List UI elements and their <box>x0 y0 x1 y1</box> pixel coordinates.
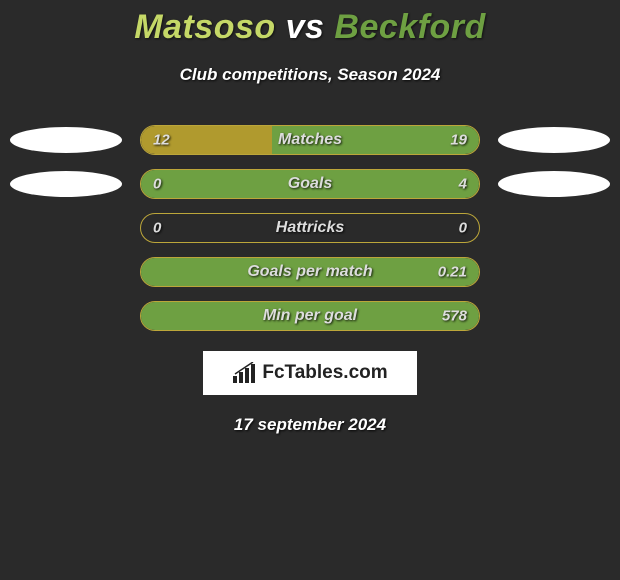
logo-text: FcTables.com <box>262 362 387 384</box>
player1-ellipse-icon <box>10 127 122 153</box>
player2-ellipse-icon <box>498 127 610 153</box>
vs-text: vs <box>286 8 325 46</box>
comparison-infographic: Matsoso vs Beckford Club competitions, S… <box>0 0 620 435</box>
spacer <box>10 259 122 285</box>
spacer <box>10 215 122 241</box>
stat-label: Min per goal <box>263 307 357 325</box>
player1-ellipse-icon <box>10 171 122 197</box>
spacer <box>10 303 122 329</box>
stat-label: Matches <box>278 131 342 149</box>
subtitle: Club competitions, Season 2024 <box>0 65 620 85</box>
stat-row: Matches 12 19 <box>0 125 620 155</box>
stat-value-left: 0 <box>153 176 161 193</box>
stat-label: Hattricks <box>276 219 344 237</box>
stat-bar: Goals per match 0.21 <box>140 257 480 287</box>
stat-bar: Goals 0 4 <box>140 169 480 199</box>
stat-row: Goals 0 4 <box>0 169 620 199</box>
stat-value-right: 19 <box>450 132 467 149</box>
spacer <box>498 215 610 241</box>
stat-value-right: 4 <box>459 176 467 193</box>
logo-box: FcTables.com <box>203 351 417 395</box>
player2-ellipse-icon <box>498 171 610 197</box>
stat-bar: Matches 12 19 <box>140 125 480 155</box>
stat-row: Min per goal 578 <box>0 301 620 331</box>
stat-value-right: 0.21 <box>438 264 467 281</box>
spacer <box>498 259 610 285</box>
stat-value-right: 578 <box>442 308 467 325</box>
spacer <box>498 303 610 329</box>
player2-name: Beckford <box>334 8 485 46</box>
stat-value-left: 12 <box>153 132 170 149</box>
stat-value-right: 0 <box>459 220 467 237</box>
stat-value-left: 0 <box>153 220 161 237</box>
title: Matsoso vs Beckford <box>0 8 620 47</box>
stat-bar: Hattricks 0 0 <box>140 213 480 243</box>
stat-label: Goals per match <box>247 263 372 281</box>
logo-chart-icon <box>232 362 258 384</box>
stat-bar: Min per goal 578 <box>140 301 480 331</box>
player1-name: Matsoso <box>134 8 275 46</box>
stats-area: Matches 12 19 Goals 0 4 Hattricks 0 0 Goals per m… <box>0 125 620 331</box>
stat-label: Goals <box>288 175 332 193</box>
stat-row: Goals per match 0.21 <box>0 257 620 287</box>
date: 17 september 2024 <box>0 415 620 435</box>
stat-row: Hattricks 0 0 <box>0 213 620 243</box>
